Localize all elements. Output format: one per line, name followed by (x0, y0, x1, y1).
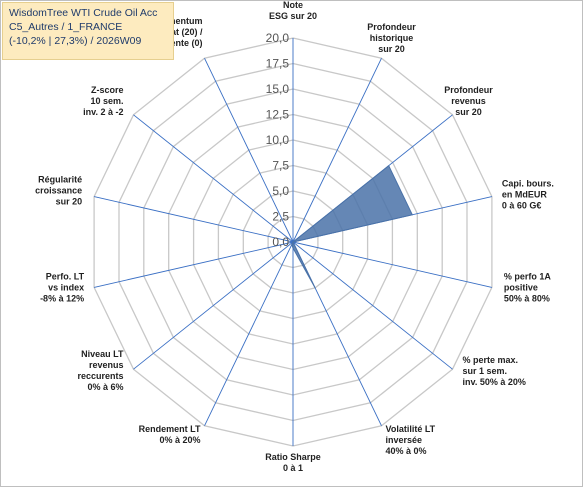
tick-label: 12,5 (266, 108, 290, 122)
tick-label: 7,5 (272, 159, 289, 173)
category-label: Profondeur historique sur 20 (367, 22, 416, 54)
radar-spoke (204, 58, 294, 243)
category-label-line: Niveau LT (81, 349, 124, 359)
category-label-line: % perte max. (463, 355, 519, 365)
category-label-line: inv. 50% à 20% (463, 377, 526, 387)
series-area-2 (291, 240, 316, 289)
radar-spoke (133, 241, 294, 370)
category-label-line: Rendement LT (139, 424, 201, 434)
category-label: Niveau LT revenus reccurents 0% à 6% (77, 349, 124, 392)
category-label-line: sur 20 (378, 44, 405, 54)
category-label: % perte max. sur 1 sem. inv. 50% à 20% (463, 355, 526, 387)
category-label-line: sur 1 sem. (463, 366, 508, 376)
category-label-line: vs index (48, 282, 84, 292)
title-line-2: C5_Autres / 1_FRANCE (9, 21, 123, 33)
category-label-line: -8% à 12% (40, 293, 84, 303)
category-label-line: 40% à 0% (386, 446, 427, 456)
category-label: Volatilité LT inversée 40% à 0% (386, 424, 436, 456)
category-label-line: positive (504, 282, 538, 292)
category-label-line: revenus (89, 360, 124, 370)
tick-label: 2,5 (272, 210, 289, 224)
category-label-line: Ratio Sharpe (265, 452, 321, 462)
radar-spoke (292, 241, 453, 370)
category-label-line: 50% à 80% (504, 293, 550, 303)
category-label-line: en MdEUR (502, 190, 548, 200)
title-line-3: (-10,2% | 27,3%) / 2026W09 (9, 35, 142, 47)
title-box: WisdomTree WTI Crude Oil Acc C5_Autres /… (2, 2, 174, 60)
category-label-line: Capi. bours. (502, 179, 554, 189)
category-label-line: ESG sur 20 (269, 11, 317, 21)
category-label-line: revenus (451, 96, 486, 106)
category-label-line: Régularité (38, 175, 82, 185)
category-label-line: historique (370, 33, 414, 43)
category-label: % perfo 1A positive 50% à 80% (504, 271, 552, 303)
category-label-line: sur 20 (56, 197, 83, 207)
category-label-line: 0% à 20% (159, 435, 200, 445)
tick-label: 15,0 (266, 82, 290, 96)
category-label-line: 0% à 6% (87, 382, 123, 392)
category-label-line: reccurents (77, 371, 123, 381)
category-label-line: inv. 2 à -2 (83, 107, 123, 117)
category-label-line: Profondeur (367, 22, 416, 32)
category-label-line: croissance (35, 186, 82, 196)
category-label: Note ESG sur 20 (269, 1, 317, 21)
tick-label: 0,0 (272, 235, 289, 249)
radar-spoke (292, 58, 382, 243)
tick-label: 10,0 (266, 133, 290, 147)
category-label: Perfo. LT vs index -8% à 12% (40, 271, 85, 303)
category-label-line: sur 20 (455, 107, 482, 117)
radar-spoke (133, 114, 294, 243)
tick-label: 5,0 (272, 184, 289, 198)
category-label-line: Momentum (155, 16, 203, 26)
category-label: Z-score 10 sem. inv. 2 à -2 (83, 85, 123, 117)
category-label-line: inversée (386, 435, 423, 445)
category-label-line: Perfo. LT (46, 271, 85, 281)
category-label-line: Volatilité LT (386, 424, 436, 434)
category-label: Profondeur revenus sur 20 (444, 85, 493, 117)
category-label-line: Vente (0) (165, 38, 203, 48)
radar-spoke (292, 241, 493, 288)
radar-spoke (93, 241, 294, 288)
category-label-line: Profondeur (444, 85, 493, 95)
tick-label: 17,5 (266, 57, 290, 71)
category-label-line: Note (283, 1, 303, 10)
radar-spoke (204, 241, 294, 426)
series-area-1 (292, 164, 414, 243)
category-label-line: % perfo 1A (504, 271, 552, 281)
category-label: Rendement LT 0% à 20% (139, 424, 201, 445)
category-label: Régularité croissance sur 20 (35, 175, 82, 207)
tick-label: 20,0 (266, 31, 290, 45)
category-label: Capi. bours. en MdEUR 0 à 60 G€ (502, 179, 554, 211)
category-label-line: Achat (20) / (154, 27, 203, 37)
category-label-line: 0 à 1 (283, 463, 303, 473)
category-label-line: 0 à 60 G€ (502, 201, 542, 211)
radar-spoke (93, 196, 294, 243)
category-label: Momentum Achat (20) / Vente (0) (154, 16, 203, 48)
category-label-line: 10 sem. (90, 96, 123, 106)
category-label-line: Z-score (91, 85, 124, 95)
category-label: Ratio Sharpe 0 à 1 (265, 452, 321, 473)
title-line-1: WisdomTree WTI Crude Oil Acc (9, 7, 158, 19)
